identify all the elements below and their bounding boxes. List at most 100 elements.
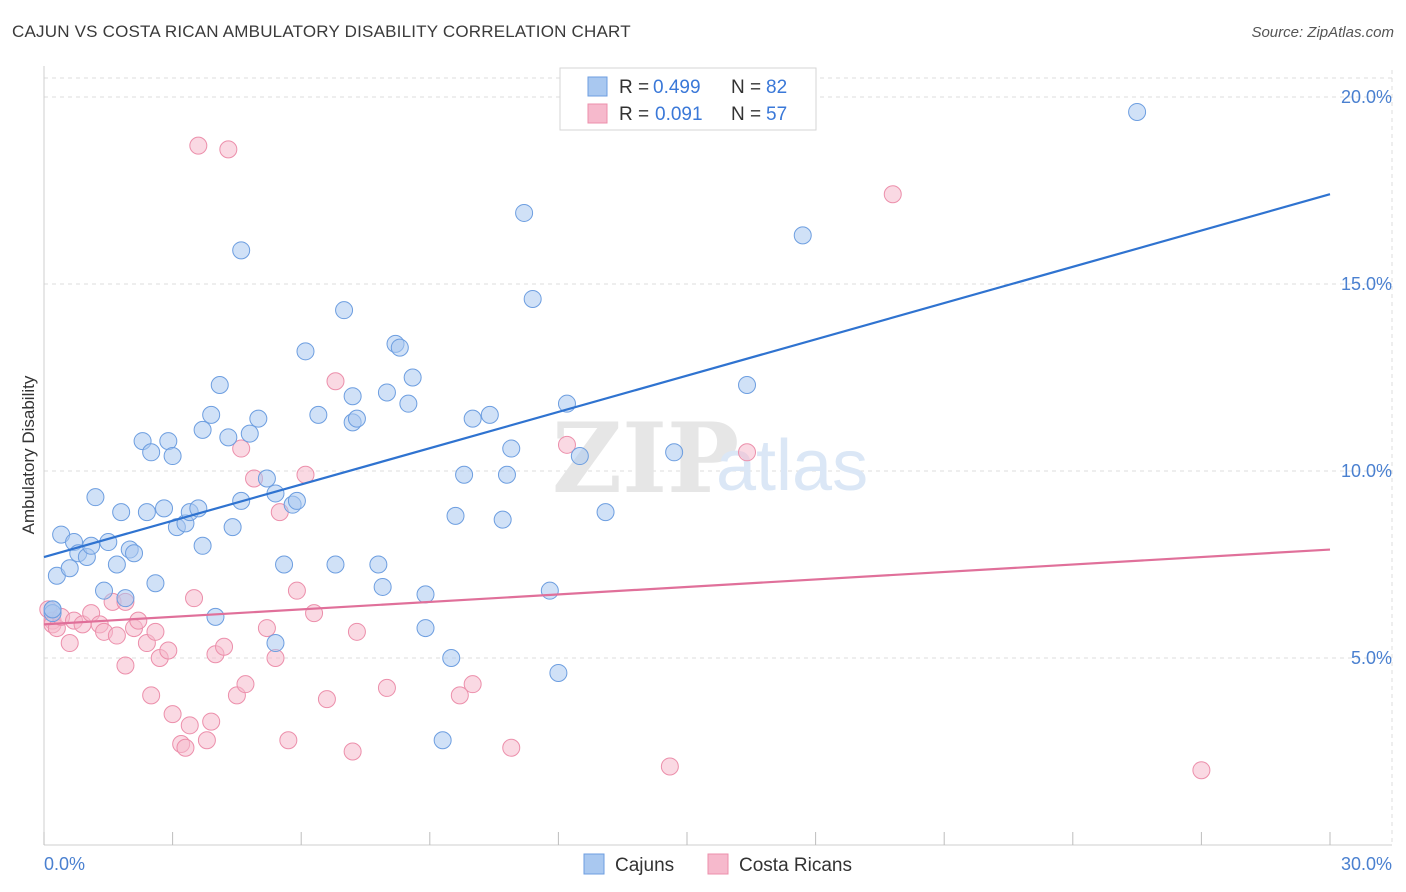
- chart-title: CAJUN VS COSTA RICAN AMBULATORY DISABILI…: [12, 22, 631, 41]
- cajun-point-21: [155, 499, 174, 518]
- cajun-point-33: [219, 428, 238, 447]
- cajun-point-79: [793, 226, 812, 245]
- x-tick-label-min: 0.0%: [44, 854, 85, 874]
- costa-rican-point-55: [1192, 761, 1211, 780]
- x-tick-labels: 0.0% 30.0%: [44, 854, 1392, 874]
- cajun-point-46: [309, 405, 328, 424]
- trend-lines: [43, 193, 1331, 626]
- cajun-point-77: [665, 443, 684, 462]
- costa-rican-point-24: [180, 716, 199, 735]
- costa-rican-point-36: [257, 619, 276, 638]
- cajun-point-61: [433, 731, 452, 750]
- cajun-point-81: [43, 600, 62, 619]
- legend-box: R = 0.499 N = 82 R = 0.091 N = 57: [559, 67, 817, 131]
- costa-rican-point-39: [279, 731, 298, 750]
- legend-n-value-2: 57: [766, 104, 787, 125]
- cajun-point-75: [570, 447, 589, 466]
- costa-rican-point-28: [202, 712, 221, 731]
- cajun-point-23: [163, 447, 182, 466]
- cajun-point-63: [446, 506, 465, 525]
- cajun-point-48: [335, 301, 354, 320]
- cajun-point-16: [125, 544, 144, 563]
- cajun-point-41: [266, 634, 285, 653]
- cajun-point-78: [738, 375, 757, 394]
- legend-n-value-1: 82: [766, 77, 787, 98]
- axes: [43, 66, 1392, 846]
- legend-swatch-costa-ricans: [587, 103, 608, 124]
- costa-rican-point-49: [463, 675, 482, 694]
- series-costa-ricans: [39, 136, 1211, 780]
- costa-rican-point-45: [343, 742, 362, 761]
- cajun-point-72: [540, 581, 559, 600]
- costa-rican-point-12: [107, 626, 126, 645]
- costa-rican-point-26: [189, 136, 208, 155]
- cajun-point-13: [112, 503, 131, 522]
- cajun-point-56: [390, 338, 409, 357]
- legend-r-label-1: R =: [619, 77, 649, 98]
- y-tick-label-0: 5.0%: [1351, 648, 1392, 668]
- costa-rican-point-37: [266, 649, 285, 667]
- costa-rican-point-56: [176, 738, 195, 757]
- watermark: ZIP atlas: [552, 402, 868, 515]
- cajun-point-68: [497, 465, 516, 484]
- costa-rican-point-5: [60, 634, 79, 653]
- cajun-point-12: [107, 555, 126, 574]
- bottom-legend-swatch-costa-ricans: [707, 853, 729, 875]
- costa-rican-point-48: [450, 686, 469, 705]
- costa-rican-point-46: [347, 622, 366, 641]
- legend-n-label-1: N =: [731, 77, 761, 98]
- costa-rican-point-21: [159, 641, 178, 660]
- costa-rican-point-30: [215, 637, 234, 656]
- cajun-point-44: [287, 491, 306, 510]
- cajun-point-80: [1128, 102, 1147, 121]
- costa-rican-point-44: [326, 372, 345, 391]
- cajun-point-73: [549, 663, 568, 682]
- costa-rican-point-19: [146, 622, 165, 641]
- cajun-point-38: [249, 409, 268, 428]
- cajun-point-51: [347, 409, 366, 428]
- y-tick-label-3: 20.0%: [1341, 87, 1392, 107]
- legend-r-value-2: 0.091: [655, 104, 703, 125]
- cajun-point-58: [403, 368, 422, 387]
- cajun-point-71: [523, 289, 542, 308]
- cajun-point-14: [116, 589, 135, 608]
- cajun-point-60: [416, 585, 435, 604]
- cajun-point-67: [493, 510, 512, 529]
- cajun-point-76: [596, 503, 615, 522]
- cajun-point-70: [515, 203, 534, 222]
- watermark-atlas: atlas: [716, 426, 868, 506]
- y-tick-label-1: 10.0%: [1341, 461, 1392, 481]
- costa-rican-point-54: [883, 185, 902, 204]
- legend-n-label-2: N =: [731, 104, 761, 125]
- cajun-point-57: [399, 394, 418, 413]
- source-credit: Source: ZipAtlas.com: [1251, 24, 1394, 41]
- y-tick-labels: 5.0% 10.0% 15.0% 20.0%: [1341, 87, 1392, 668]
- cajun-point-52: [369, 555, 388, 574]
- cajun-point-53: [373, 577, 392, 596]
- cajun-point-65: [463, 409, 482, 428]
- cajun-point-42: [275, 555, 294, 574]
- cajun-point-22: [159, 432, 178, 451]
- costa-rican-point-40: [287, 581, 306, 600]
- cajun-point-66: [480, 405, 499, 424]
- cajun-point-64: [455, 465, 474, 484]
- bottom-legend-swatch-cajuns: [583, 853, 605, 875]
- cajun-point-69: [502, 439, 521, 458]
- cajun-point-37: [240, 424, 259, 443]
- costa-rican-point-22: [163, 705, 182, 724]
- costa-rican-point-50: [502, 738, 521, 757]
- cajun-point-10: [95, 581, 114, 600]
- costa-rican-point-18: [142, 686, 161, 705]
- cajun-point-39: [257, 469, 276, 488]
- bottom-legend: Cajuns Costa Ricans: [583, 853, 852, 876]
- costa-rican-point-47: [377, 678, 396, 697]
- cajun-point-31: [206, 607, 225, 626]
- costa-rican-point-14: [116, 656, 135, 675]
- bottom-legend-cajuns: Cajuns: [615, 855, 674, 876]
- costa-rican-point-53: [738, 443, 757, 462]
- costa-rican-point-42: [305, 604, 324, 623]
- costa-rican-point-27: [197, 731, 216, 750]
- costa-rican-point-34: [236, 675, 255, 694]
- cajun-point-59: [416, 619, 435, 638]
